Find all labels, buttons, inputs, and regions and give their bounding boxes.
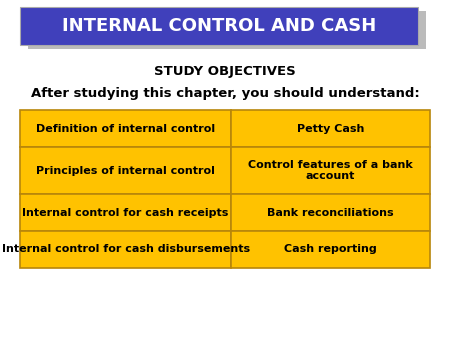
Bar <box>20 231 231 268</box>
Text: Definition of internal control: Definition of internal control <box>36 123 215 133</box>
Bar <box>20 110 231 147</box>
Text: Internal control for cash receipts: Internal control for cash receipts <box>22 208 229 217</box>
Text: INTERNAL CONTROL AND CASH: INTERNAL CONTROL AND CASH <box>62 17 376 35</box>
Text: Petty Cash: Petty Cash <box>297 123 364 133</box>
Text: Internal control for cash disbursements: Internal control for cash disbursements <box>1 245 250 255</box>
Bar <box>28 11 426 49</box>
Bar <box>231 231 430 268</box>
Text: STUDY OBJECTIVES: STUDY OBJECTIVES <box>154 66 296 79</box>
Text: After studying this chapter, you should understand:: After studying this chapter, you should … <box>31 87 419 100</box>
Bar <box>20 7 418 45</box>
Bar <box>231 147 430 194</box>
Text: Cash reporting: Cash reporting <box>284 245 377 255</box>
Bar <box>20 147 231 194</box>
Bar <box>231 194 430 231</box>
Text: Bank reconciliations: Bank reconciliations <box>267 208 394 217</box>
Text: Control features of a bank
account: Control features of a bank account <box>248 160 413 181</box>
Bar <box>20 194 231 231</box>
Bar <box>231 110 430 147</box>
Text: Principles of internal control: Principles of internal control <box>36 166 215 176</box>
